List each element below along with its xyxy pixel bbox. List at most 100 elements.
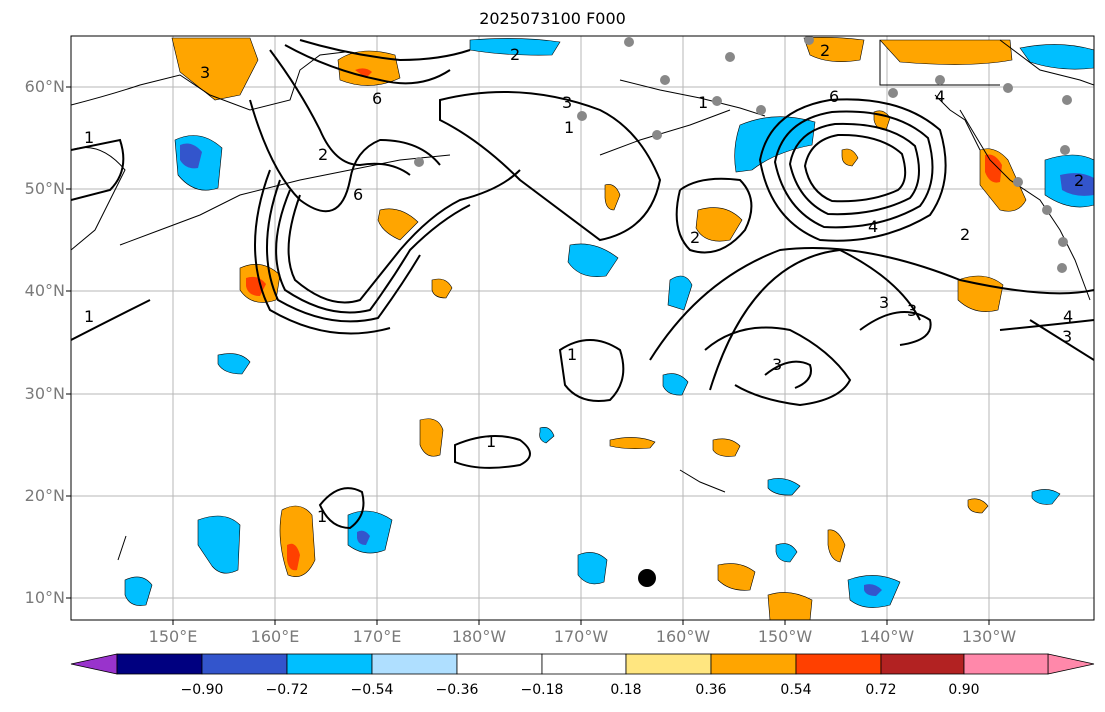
lat-label: 60°N <box>24 77 65 96</box>
lon-label: 160°E <box>250 627 300 646</box>
contour-label: 2 <box>820 41 830 60</box>
shade-blob <box>827 529 846 563</box>
colorbar-segment <box>201 653 288 675</box>
lon-label: 130°W <box>961 627 1017 646</box>
station-markers <box>414 36 1072 273</box>
shade-blob <box>803 37 865 62</box>
shade-blob <box>377 208 419 241</box>
lon-label: 170°W <box>553 627 609 646</box>
shade-blob <box>124 576 153 606</box>
lat-label: 10°N <box>24 588 65 607</box>
contour-label: 6 <box>372 89 382 108</box>
coastlines <box>71 39 1094 561</box>
contour-label: 1 <box>84 307 94 326</box>
colorbar-segment <box>371 653 458 675</box>
lon-label: 160°W <box>655 627 711 646</box>
shade-blob <box>171 37 259 101</box>
colorbar-segment <box>116 653 203 675</box>
contour-label: 2 <box>318 145 328 164</box>
shade-blob <box>357 530 370 545</box>
shade-blob <box>431 278 453 299</box>
shade-blob <box>695 207 743 242</box>
lat-label: 50°N <box>24 179 65 198</box>
contour-label: 4 <box>868 217 878 236</box>
colorbar-segment <box>963 653 1049 675</box>
shade-blob <box>1060 173 1094 196</box>
colorbar-segment <box>541 653 627 675</box>
shade-blob <box>864 584 882 596</box>
shade-blob <box>469 38 561 56</box>
shade-blob <box>197 515 241 574</box>
plot-frame <box>70 35 1095 621</box>
highlighted-station-marker <box>638 569 656 587</box>
contour-label: 3 <box>772 355 782 374</box>
shade-blob <box>985 154 1002 183</box>
shade-blob <box>662 373 689 396</box>
colorbar-tick-label: −0.72 <box>265 682 309 698</box>
colorbar-tick-label: −0.54 <box>350 682 394 698</box>
shade-blob <box>879 39 1013 65</box>
contour-label: 1 <box>698 93 708 112</box>
contour-label: 3 <box>879 293 889 312</box>
shade-blob <box>957 275 1004 312</box>
lat-label: 20°N <box>24 486 65 505</box>
shade-blob <box>577 552 608 585</box>
shade-blob <box>1019 44 1094 70</box>
colorbar-tick-label: −0.90 <box>180 682 224 698</box>
colorbar-segment <box>286 653 373 675</box>
contour-label: 2 <box>690 228 700 247</box>
colorbar-segment <box>710 653 797 675</box>
shade-blob <box>967 498 989 514</box>
contour-label: 6 <box>829 87 839 106</box>
contour-labels: 1 2 3 4 6 1 2 3 1 1 1 1 3 3 3 6 4 2 2 3 … <box>84 41 1084 526</box>
shaded-field <box>124 37 1094 620</box>
contour-label: 6 <box>353 185 363 204</box>
shade-blob <box>609 437 656 449</box>
shade-blob <box>767 592 813 620</box>
shade-blob <box>419 418 444 457</box>
shade-blob <box>1031 489 1061 505</box>
shade-blob <box>712 438 741 457</box>
contour-label: 1 <box>567 345 577 364</box>
colorbar-extend-over <box>1047 653 1095 675</box>
shade-blob <box>604 184 621 211</box>
shade-blob <box>355 68 372 78</box>
shade-blob <box>539 427 555 444</box>
colorbar-segment <box>795 653 882 675</box>
axis-ticks <box>66 86 990 625</box>
colorbar-tick-label: −0.18 <box>520 682 564 698</box>
contour-label: 2 <box>960 225 970 244</box>
shade-blob <box>775 543 798 563</box>
lon-label: 150°E <box>148 627 198 646</box>
shade-blob <box>841 148 859 167</box>
shade-blob <box>767 478 801 496</box>
contour-label: 4 <box>935 87 945 106</box>
contour-label: 1 <box>564 118 574 137</box>
shade-blob <box>217 353 251 375</box>
shade-blob <box>567 243 619 277</box>
lon-label: 170°E <box>352 627 402 646</box>
contour-label: 3 <box>907 301 917 320</box>
contours <box>71 39 1094 530</box>
colorbar-segment <box>625 653 712 675</box>
contour-label: 1 <box>317 507 327 526</box>
contour-label: 1 <box>486 432 496 451</box>
colorbar-tick-label: 0.36 <box>695 682 727 698</box>
map-title: 2025073100 F000 <box>479 9 626 28</box>
lat-label: 40°N <box>24 281 65 300</box>
contour-label: 1 <box>84 128 94 147</box>
colorbar-tick-label: 0.54 <box>780 682 812 698</box>
shade-blob <box>717 563 756 591</box>
contour-label: 3 <box>562 93 572 112</box>
shade-blob <box>347 510 393 554</box>
colorbar-segment <box>456 653 543 675</box>
shade-blob <box>667 275 693 311</box>
contour-label: 2 <box>510 45 520 64</box>
shade-blob <box>246 276 266 296</box>
colorbar-extend-under <box>70 653 118 675</box>
colorbar-tick-label: 0.18 <box>610 682 642 698</box>
lon-label: 180°W <box>451 627 507 646</box>
contour-label: 3 <box>200 63 210 82</box>
colorbar-tick-label: 0.72 <box>865 682 897 698</box>
